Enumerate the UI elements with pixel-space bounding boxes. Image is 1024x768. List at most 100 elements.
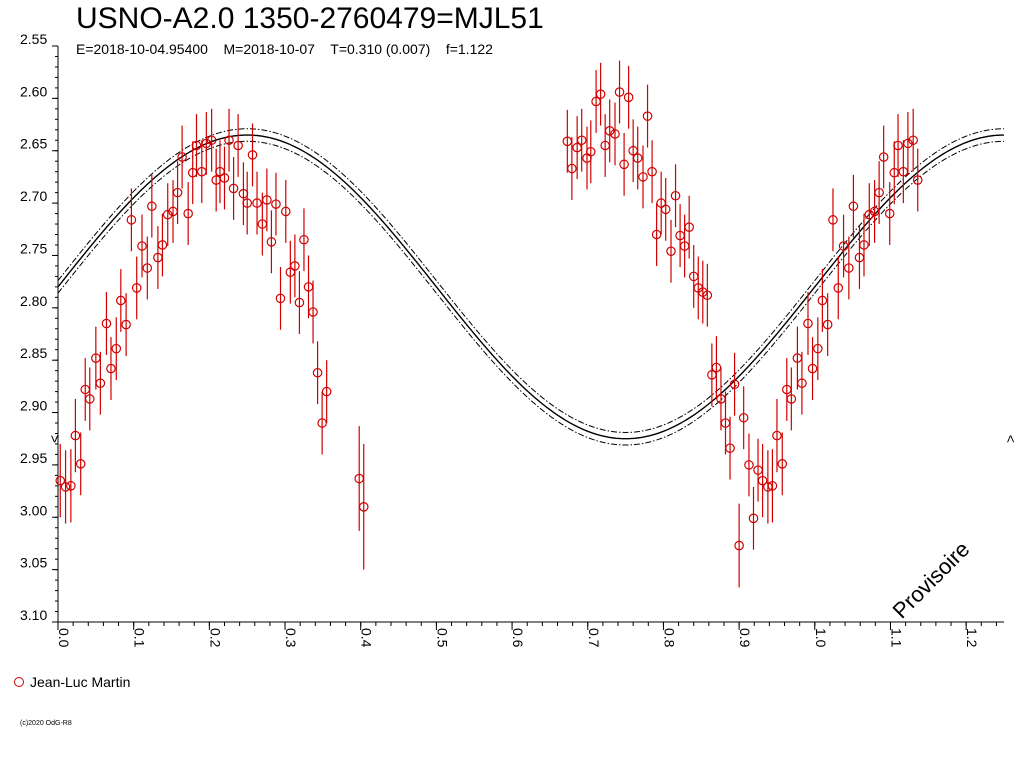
- data-point: [670, 190, 681, 201]
- right-side-marker: <: [1003, 435, 1019, 443]
- data-point: [126, 215, 137, 225]
- data-point: [131, 283, 142, 293]
- data-point: [242, 198, 252, 208]
- y-tick-label: 3.10: [20, 607, 47, 623]
- data-point: [116, 295, 126, 306]
- data-point: [684, 222, 694, 232]
- model-lower-bound: [57, 140, 1005, 446]
- copyright-note: (c)2020 OdG-R8: [20, 720, 72, 727]
- data-point: [666, 246, 676, 257]
- left-side-marker: >: [47, 435, 63, 443]
- x-tick-label: 1.2: [964, 628, 980, 648]
- data-point: [147, 201, 157, 212]
- chart-subtitle: E=2018-10-04.95400 M=2018-10-07 T=0.310 …: [76, 41, 493, 57]
- x-tick-label: 0.6: [510, 628, 526, 648]
- data-point: [567, 163, 577, 174]
- y-tick-label: 3.05: [20, 555, 47, 571]
- data-point: [106, 363, 116, 374]
- x-tick-label: 0.3: [283, 628, 299, 648]
- data-point: [228, 183, 239, 194]
- data-point: [777, 459, 788, 469]
- model-curve: [57, 134, 1005, 440]
- data-point: [275, 293, 286, 304]
- data-point: [838, 241, 849, 251]
- x-tick-label: 0.7: [586, 628, 602, 648]
- data-point: [610, 129, 620, 139]
- data-point: [290, 261, 300, 271]
- data-point: [219, 173, 230, 183]
- data-point: [748, 513, 759, 524]
- data-point: [786, 394, 797, 404]
- data-point: [813, 343, 823, 354]
- data-point: [878, 152, 889, 162]
- data-point: [308, 307, 318, 317]
- data-point: [908, 135, 918, 146]
- data-point: [101, 318, 112, 329]
- data-point: [903, 138, 913, 149]
- data-point: [576, 135, 587, 146]
- y-tick-label: 2.85: [20, 345, 47, 361]
- data-point: [299, 234, 309, 245]
- data-point: [848, 201, 859, 212]
- data-point: [183, 208, 193, 219]
- x-tick-label: 1.0: [813, 628, 829, 648]
- data-point: [884, 208, 895, 219]
- data-point: [262, 195, 272, 205]
- data-point: [137, 241, 147, 251]
- data-point: [817, 295, 828, 306]
- data-point: [859, 240, 869, 250]
- y-tick-label: 2.65: [20, 136, 47, 152]
- data-point: [797, 378, 807, 389]
- data-point: [60, 482, 71, 492]
- data-point: [84, 394, 95, 404]
- light-curve-chart: 2.55 2.60 2.65 2.70 2.75 2.80 2.85 2.90 2.95 3.00…: [20, 31, 1019, 648]
- data-point: [729, 379, 740, 390]
- data-point: [280, 206, 291, 217]
- data-point: [271, 199, 281, 209]
- data-point: [623, 92, 634, 103]
- data-point: [619, 159, 629, 170]
- data-point: [191, 140, 202, 151]
- data-point: [642, 111, 653, 121]
- data-point: [294, 297, 305, 308]
- data-point: [647, 166, 657, 177]
- y-tick-label: 3.00: [20, 502, 47, 518]
- data-point: [660, 204, 671, 215]
- data-point: [233, 140, 243, 151]
- data-point: [121, 319, 131, 330]
- x-tick-label: 0.8: [661, 628, 677, 648]
- data-point: [358, 501, 369, 512]
- y-tick-label: 2.60: [20, 83, 47, 99]
- data-point: [614, 87, 625, 97]
- data-point: [66, 481, 76, 491]
- data-point: [638, 172, 648, 182]
- data-point: [142, 263, 153, 273]
- data-point: [595, 89, 606, 99]
- data-point: [177, 152, 187, 162]
- x-tick-label: 0.2: [207, 628, 223, 648]
- data-point: [828, 215, 838, 225]
- chart-title: USNO-A2.0 1350-2760479=MJL51: [76, 2, 544, 35]
- data-point: [734, 540, 744, 551]
- data-point: [266, 237, 277, 247]
- x-tick-label: 1.1: [888, 628, 904, 648]
- data-point: [55, 475, 66, 486]
- data-point: [738, 412, 749, 423]
- data-point: [321, 386, 332, 397]
- x-tick-label: 0.4: [359, 628, 375, 648]
- data-point: [702, 290, 713, 301]
- data-point: [632, 153, 643, 163]
- data-point: [585, 146, 596, 157]
- data-point: [70, 430, 81, 441]
- model-upper-bound: [57, 128, 1005, 433]
- legend-marker-icon: [14, 677, 24, 687]
- y-tick-label: 2.90: [20, 398, 47, 414]
- data-point: [95, 378, 106, 389]
- data-point: [224, 135, 234, 146]
- x-tick-label: 0.5: [434, 628, 450, 648]
- x-tick-label: 0.0: [56, 628, 72, 648]
- data-point: [833, 283, 844, 293]
- data-point: [252, 198, 262, 208]
- y-tick-label: 2.75: [20, 240, 47, 256]
- data-point: [744, 460, 754, 470]
